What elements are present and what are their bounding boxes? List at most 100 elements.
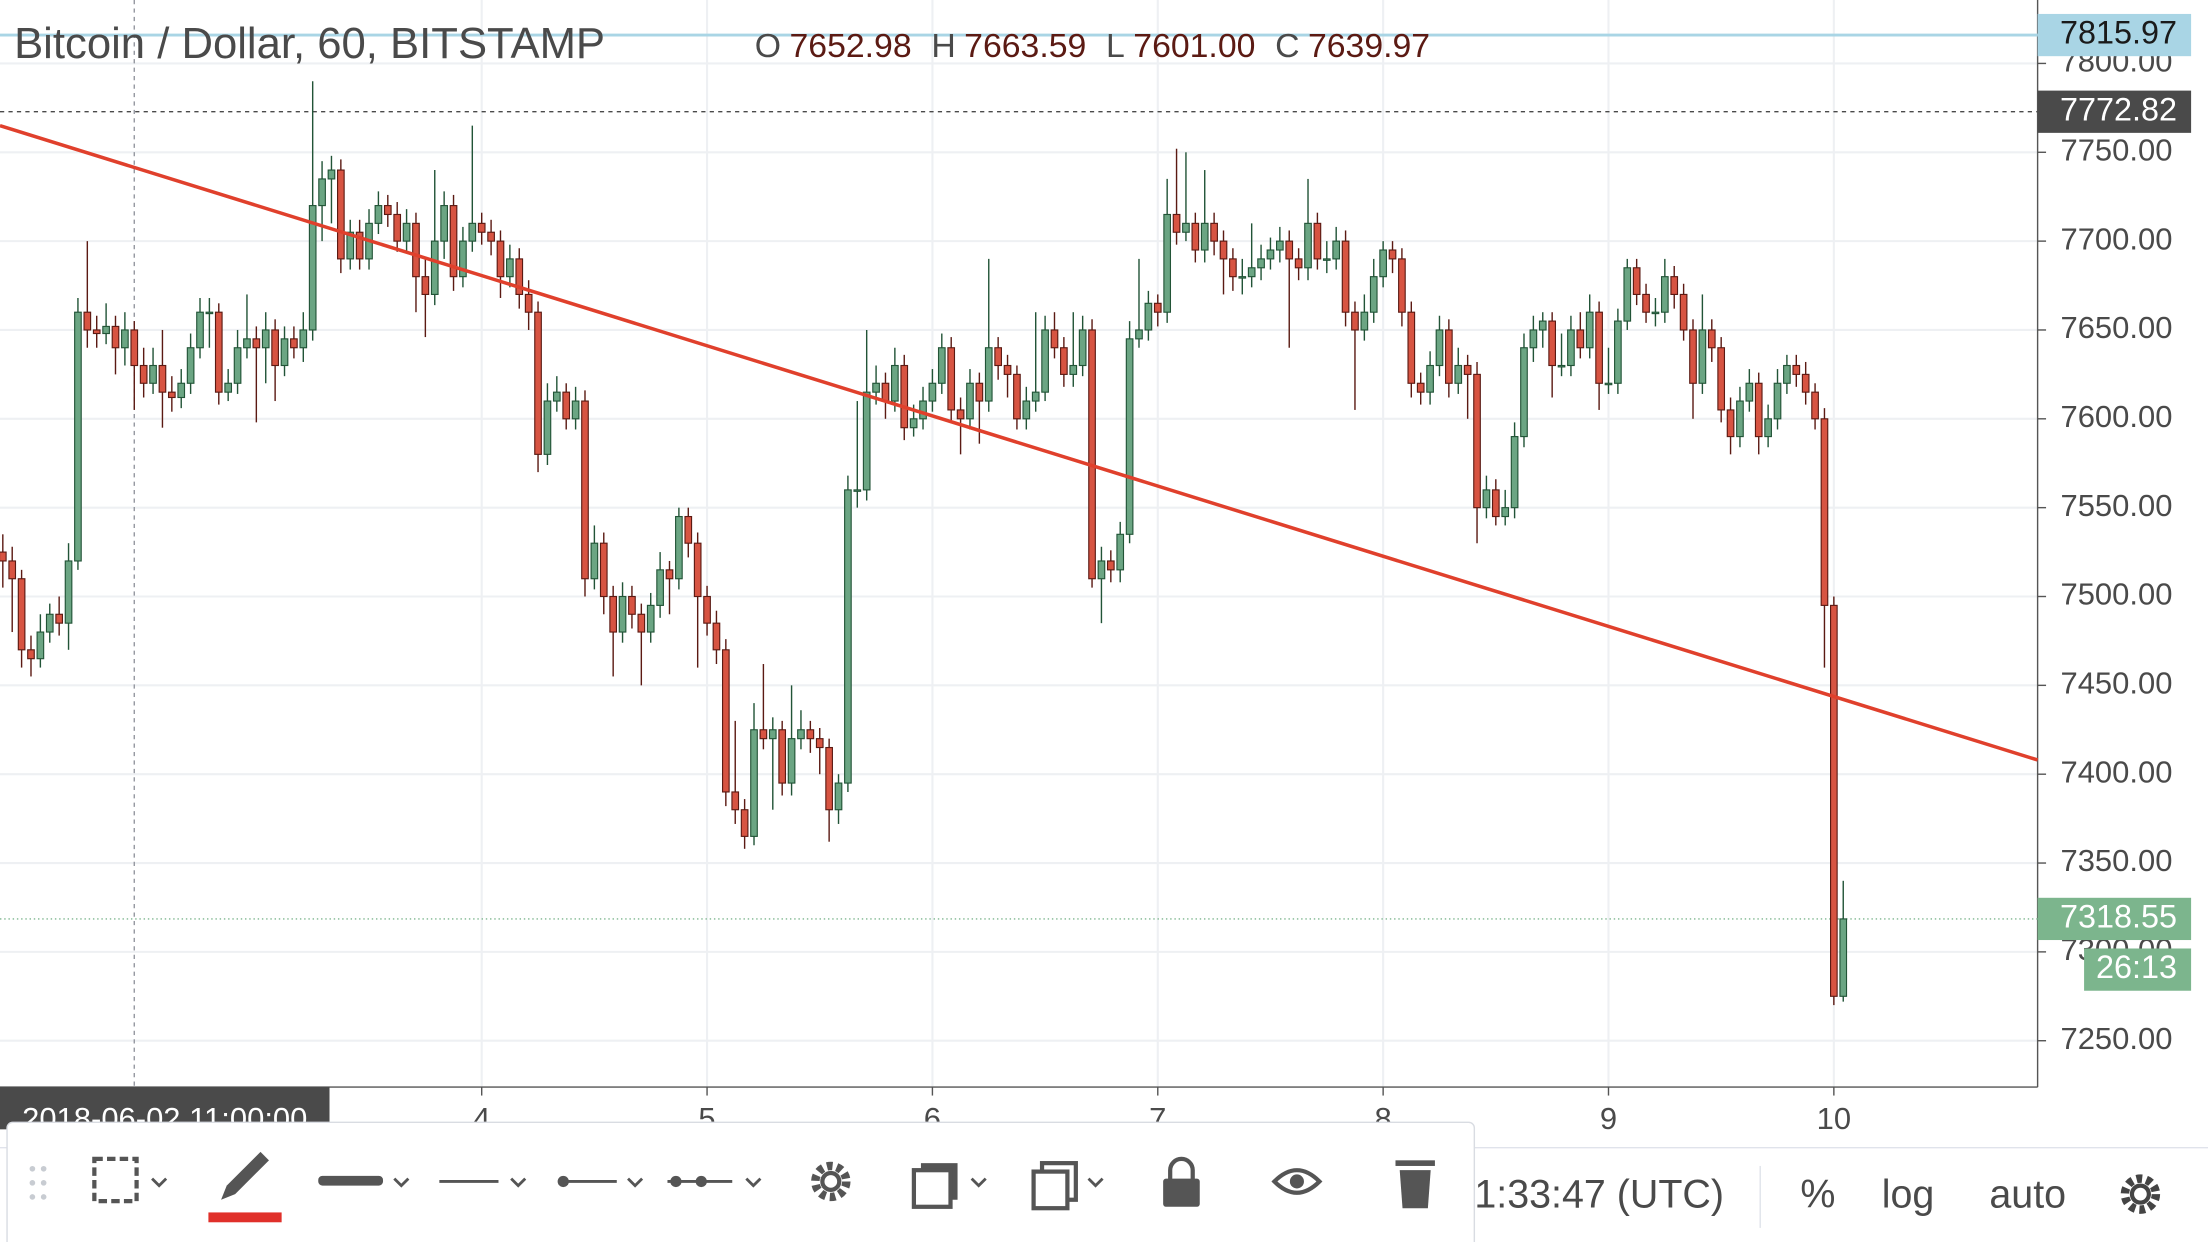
candle-body xyxy=(665,569,674,580)
price-label: 7318.55 xyxy=(2060,898,2177,934)
candle-body xyxy=(524,293,533,313)
candle-body xyxy=(1275,240,1284,251)
ohlc-value: 7601.00 xyxy=(1133,27,1255,65)
candle-body xyxy=(759,729,768,740)
candle-body xyxy=(637,613,646,633)
candle-body xyxy=(1360,311,1369,331)
candle-body xyxy=(515,258,524,295)
candle-body xyxy=(1294,258,1303,269)
settings-tool[interactable] xyxy=(811,1161,851,1202)
candle-body xyxy=(806,729,815,740)
candle-body xyxy=(768,729,777,740)
candle-body xyxy=(646,604,655,633)
candle-body xyxy=(1266,249,1275,260)
candle-body xyxy=(121,329,129,349)
candle-body xyxy=(1219,240,1228,260)
candle-body xyxy=(1125,338,1134,535)
candle-body xyxy=(703,595,711,624)
candle-body xyxy=(590,542,599,580)
candle-body xyxy=(233,347,242,384)
candle-body xyxy=(468,222,477,242)
candle-body xyxy=(17,578,26,651)
lock-tool[interactable] xyxy=(1163,1156,1200,1207)
candle-body xyxy=(984,347,993,402)
y-tick-label: 7550.00 xyxy=(2060,488,2172,523)
ohlc-key: O xyxy=(755,27,781,65)
chart-settings[interactable] xyxy=(2120,1174,2161,1214)
candle-body xyxy=(430,240,439,295)
candle-body xyxy=(74,311,82,562)
candle-body xyxy=(205,311,214,315)
candle-body xyxy=(1332,240,1341,260)
ohlc-value: 7663.59 xyxy=(964,27,1086,65)
y-tick-label: 7250.00 xyxy=(2060,1021,2172,1056)
candle-body xyxy=(45,613,54,633)
line-end-tool[interactable] xyxy=(557,1175,644,1188)
candle-body xyxy=(1548,320,1557,367)
candle-body xyxy=(1632,267,1641,295)
candle-body xyxy=(130,329,139,367)
candle-body xyxy=(1679,293,1688,331)
ohlc-key: H xyxy=(931,27,955,65)
x-tick-label: 9 xyxy=(1600,1101,1617,1136)
candle-body xyxy=(1717,347,1726,411)
candle-body xyxy=(853,489,862,492)
candle-body xyxy=(1060,347,1068,375)
delete-tool[interactable] xyxy=(1395,1160,1435,1209)
candle-body xyxy=(1304,222,1312,269)
candle-body xyxy=(731,791,740,811)
candle-body xyxy=(1116,533,1125,571)
candle-body xyxy=(1153,302,1162,313)
candle-body xyxy=(1576,329,1585,349)
candle-body xyxy=(186,347,195,384)
candle-body xyxy=(1135,329,1143,340)
candle-body xyxy=(1604,382,1613,386)
candle-body xyxy=(994,347,1002,367)
candle-body xyxy=(534,311,542,455)
candle-body xyxy=(1445,329,1453,384)
candle-body xyxy=(487,231,495,242)
visibility-tool[interactable] xyxy=(1271,1168,1323,1195)
candle-body xyxy=(1435,329,1444,367)
percent-toggle[interactable]: % xyxy=(1800,1172,1835,1216)
candle-body xyxy=(318,178,326,207)
candle-body xyxy=(1313,222,1322,260)
candle-body xyxy=(1247,267,1256,278)
log-toggle[interactable]: log xyxy=(1882,1172,1935,1216)
candle-body xyxy=(8,560,17,580)
y-tick-label: 7400.00 xyxy=(2060,754,2172,789)
candle-body xyxy=(1210,222,1218,242)
countdown: 26:13 xyxy=(2096,949,2177,985)
y-tick-label: 7500.00 xyxy=(2060,577,2172,612)
candle-body xyxy=(299,329,308,349)
clone-tool[interactable] xyxy=(1031,1161,1104,1211)
candle-body xyxy=(872,382,880,393)
candle-body xyxy=(149,364,157,384)
candle-body xyxy=(834,782,843,811)
candle-body xyxy=(1322,258,1331,261)
candle-body xyxy=(618,595,627,633)
candle-body xyxy=(1764,418,1772,438)
candle-body xyxy=(966,382,974,420)
line-width-tool[interactable] xyxy=(318,1175,410,1188)
candle-body xyxy=(290,338,298,349)
layer-tool[interactable] xyxy=(911,1163,987,1209)
line-points-tool[interactable] xyxy=(667,1175,762,1188)
auto-toggle[interactable]: auto xyxy=(1989,1172,2066,1216)
candle-body xyxy=(928,382,937,402)
y-tick-label: 7350.00 xyxy=(2060,843,2172,878)
candle-body xyxy=(1595,311,1603,384)
candle-body xyxy=(1031,391,1040,402)
candle-body xyxy=(1182,222,1190,233)
y-tick-label: 7700.00 xyxy=(2060,221,2172,256)
line-style-tool[interactable] xyxy=(439,1177,527,1188)
candle-body xyxy=(383,205,392,216)
candle-body xyxy=(1689,329,1697,384)
candle-body xyxy=(1013,373,1021,420)
brush-tool[interactable] xyxy=(208,1151,282,1223)
candle-body xyxy=(1407,311,1416,384)
candle-body xyxy=(609,595,618,633)
candle-body xyxy=(825,746,833,811)
candle-body xyxy=(1369,276,1378,313)
candle-body xyxy=(1642,293,1650,313)
